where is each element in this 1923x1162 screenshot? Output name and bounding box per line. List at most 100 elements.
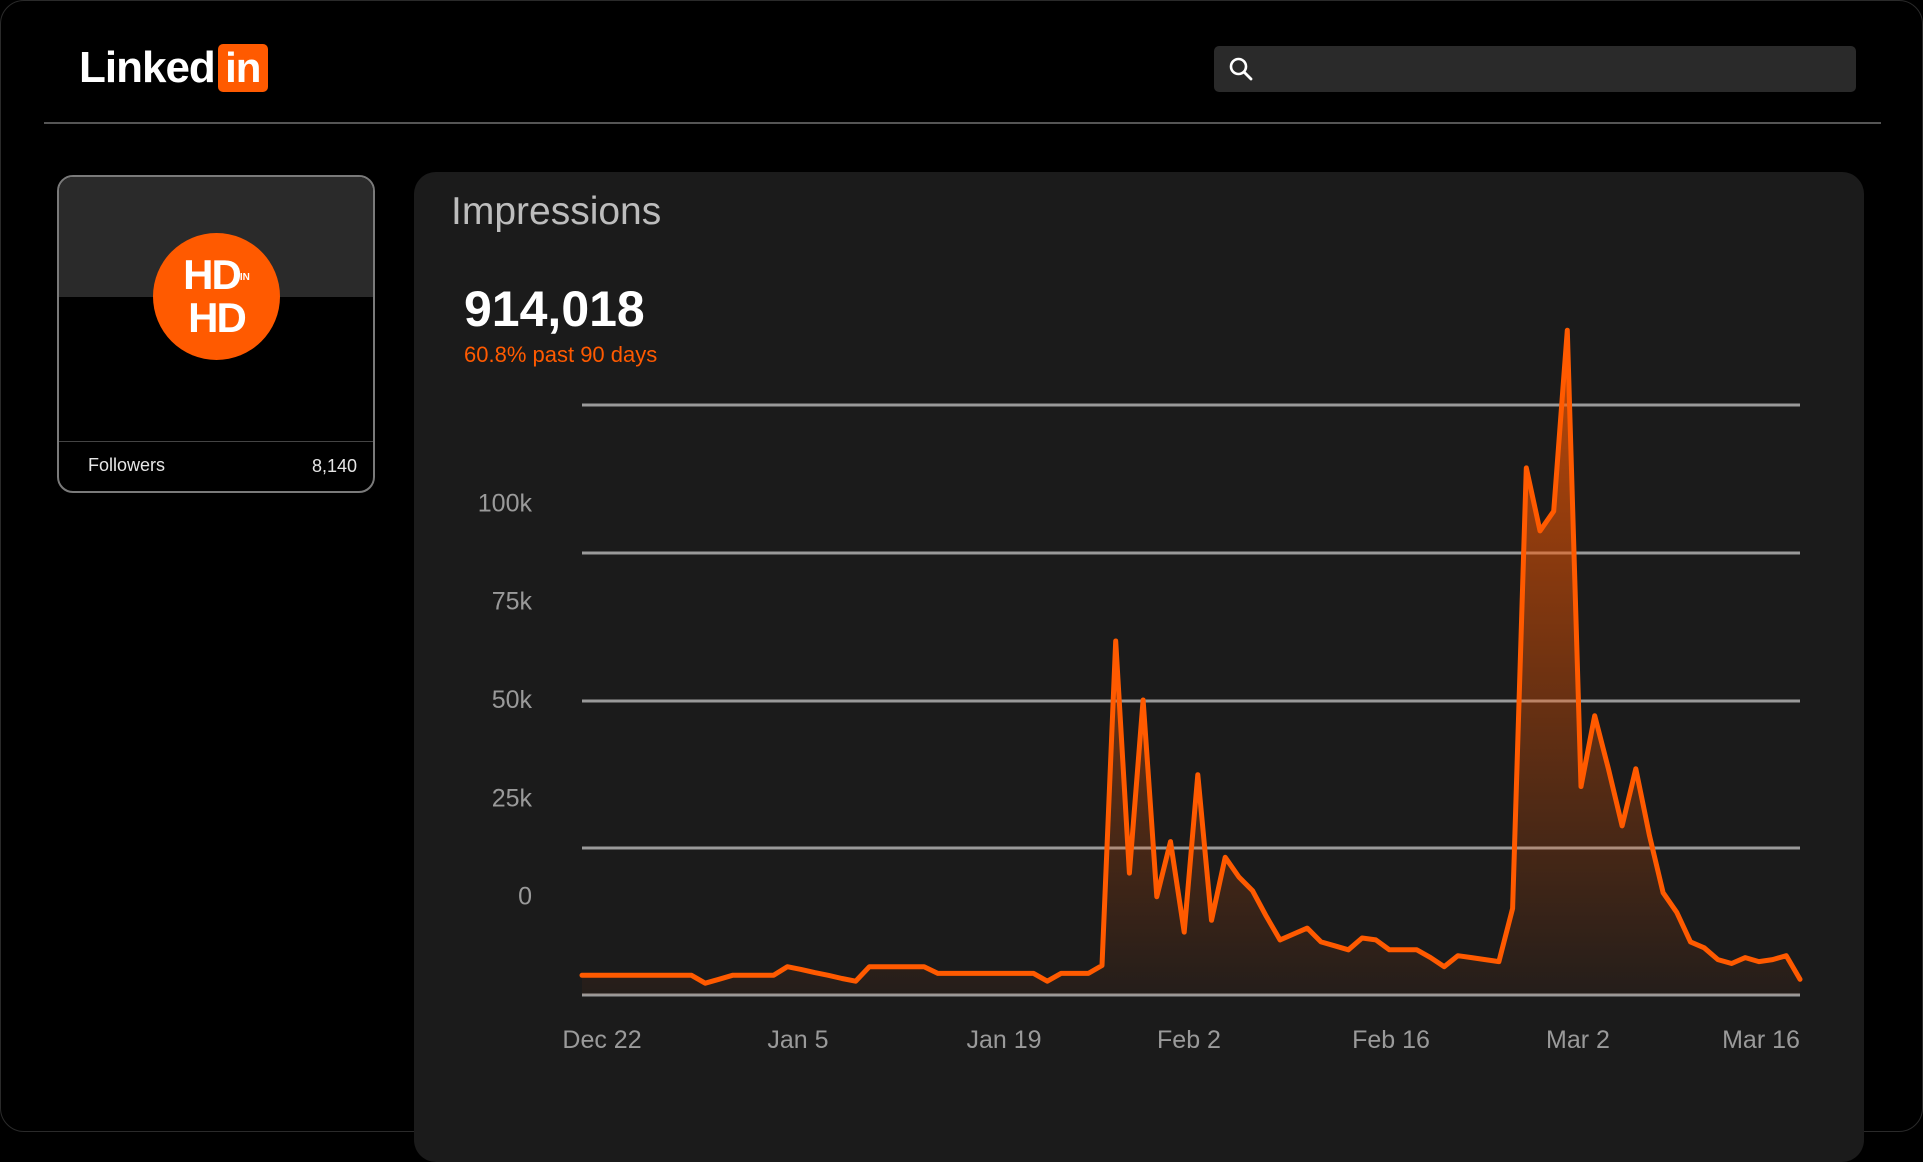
data-point [1126,870,1132,876]
data-point [1441,964,1447,970]
data-point [1729,961,1735,967]
data-point [1578,784,1584,790]
data-point [1181,929,1187,935]
data-point [1031,970,1037,976]
data-point [1537,528,1543,534]
x-tick-label: Feb 2 [1157,1026,1221,1054]
header-divider [44,122,1881,124]
avatar-line1: HD [183,251,242,298]
data-point [1250,888,1256,894]
data-point [839,975,845,981]
data-point [880,964,886,970]
impressions-total: 914,018 [464,281,645,337]
data-point [1277,937,1283,943]
data-point [907,964,913,970]
search-bar[interactable] [1214,46,1856,94]
data-point [1646,833,1652,839]
data-point [1085,970,1091,976]
search-icon[interactable] [1228,56,1254,82]
data-point [1386,947,1392,953]
data-point [1058,970,1064,976]
data-point [1003,970,1009,976]
linkedin-logo[interactable]: Linked in [79,44,268,92]
data-point [620,972,626,978]
panel-title: Impressions [451,190,662,233]
data-point [1359,935,1365,941]
y-tick-label: 25k [492,784,533,812]
data-point [634,972,640,978]
y-tick-label: 50k [492,686,533,714]
data-point [1044,978,1050,984]
avatar[interactable]: HDIN HD [153,233,280,360]
data-point [1592,713,1598,719]
data-point [921,964,927,970]
x-tick-label: Jan 5 [767,1026,828,1054]
followers-count: 8,140 [311,456,357,476]
data-point [962,970,968,976]
data-point [757,972,763,978]
x-tick-label: Feb 16 [1352,1026,1430,1054]
impressions-panel: Impressions 914,018 60.8% past 90 days 0… [414,172,1864,1162]
data-point [798,966,804,972]
data-point [702,980,708,986]
data-point [1304,925,1310,931]
data-point [976,970,982,976]
data-point [1660,890,1666,896]
data-point [866,964,872,970]
data-point [661,972,667,978]
data-point [1674,909,1680,915]
data-point [688,972,694,978]
data-point [1756,959,1762,965]
avatar-small: IN [239,271,250,283]
data-point [1195,772,1201,778]
data-point [894,964,900,970]
impressions-chart: 0 25k 50k 75k 100k Dec 22 Jan 5 Jan 19 Feb 2 Feb … [478,327,1803,1054]
data-point [853,978,859,984]
data-point [1414,947,1420,953]
data-point [1427,955,1433,961]
data-point [593,972,599,978]
data-point [1619,823,1625,829]
data-point [716,976,722,982]
data-point [1154,894,1160,900]
series-area [582,330,1800,995]
data-point [935,970,941,976]
data-point [1373,937,1379,943]
data-point [1783,953,1789,959]
data-point [1113,638,1119,644]
data-point [1291,931,1297,937]
data-point [1222,854,1228,860]
data-point [1701,945,1707,951]
search-input[interactable] [1264,46,1848,94]
data-point [1510,905,1516,911]
y-tick-label: 100k [478,489,533,517]
data-point [825,972,831,978]
data-point [771,972,777,978]
data-point [1523,465,1529,471]
data-point [1797,976,1803,982]
y-tick-label: 75k [492,588,533,616]
data-point [1236,874,1242,880]
data-point [1263,913,1269,919]
logo-wordmark: Linked [79,43,216,92]
data-point [1688,939,1694,945]
data-point [1469,955,1475,961]
data-point [675,972,681,978]
data-point [1770,957,1776,963]
followers-label: Followers [88,455,166,475]
profile-card[interactable]: HDIN HD Followers 8,140 [57,175,375,493]
data-point [990,970,996,976]
x-tick-label: Jan 19 [966,1026,1041,1054]
avatar-logo-text: HDIN HD [153,254,280,339]
data-point [1633,766,1639,772]
x-tick-label: Mar 2 [1546,1026,1610,1054]
y-tick-label: 0 [518,883,532,911]
profile-divider [59,441,373,442]
data-point [730,972,736,978]
data-point [606,972,612,978]
data-point [784,964,790,970]
data-point [1564,327,1570,333]
x-tick-label: Dec 22 [562,1026,641,1054]
data-point [1345,947,1351,953]
data-point [1455,953,1461,959]
